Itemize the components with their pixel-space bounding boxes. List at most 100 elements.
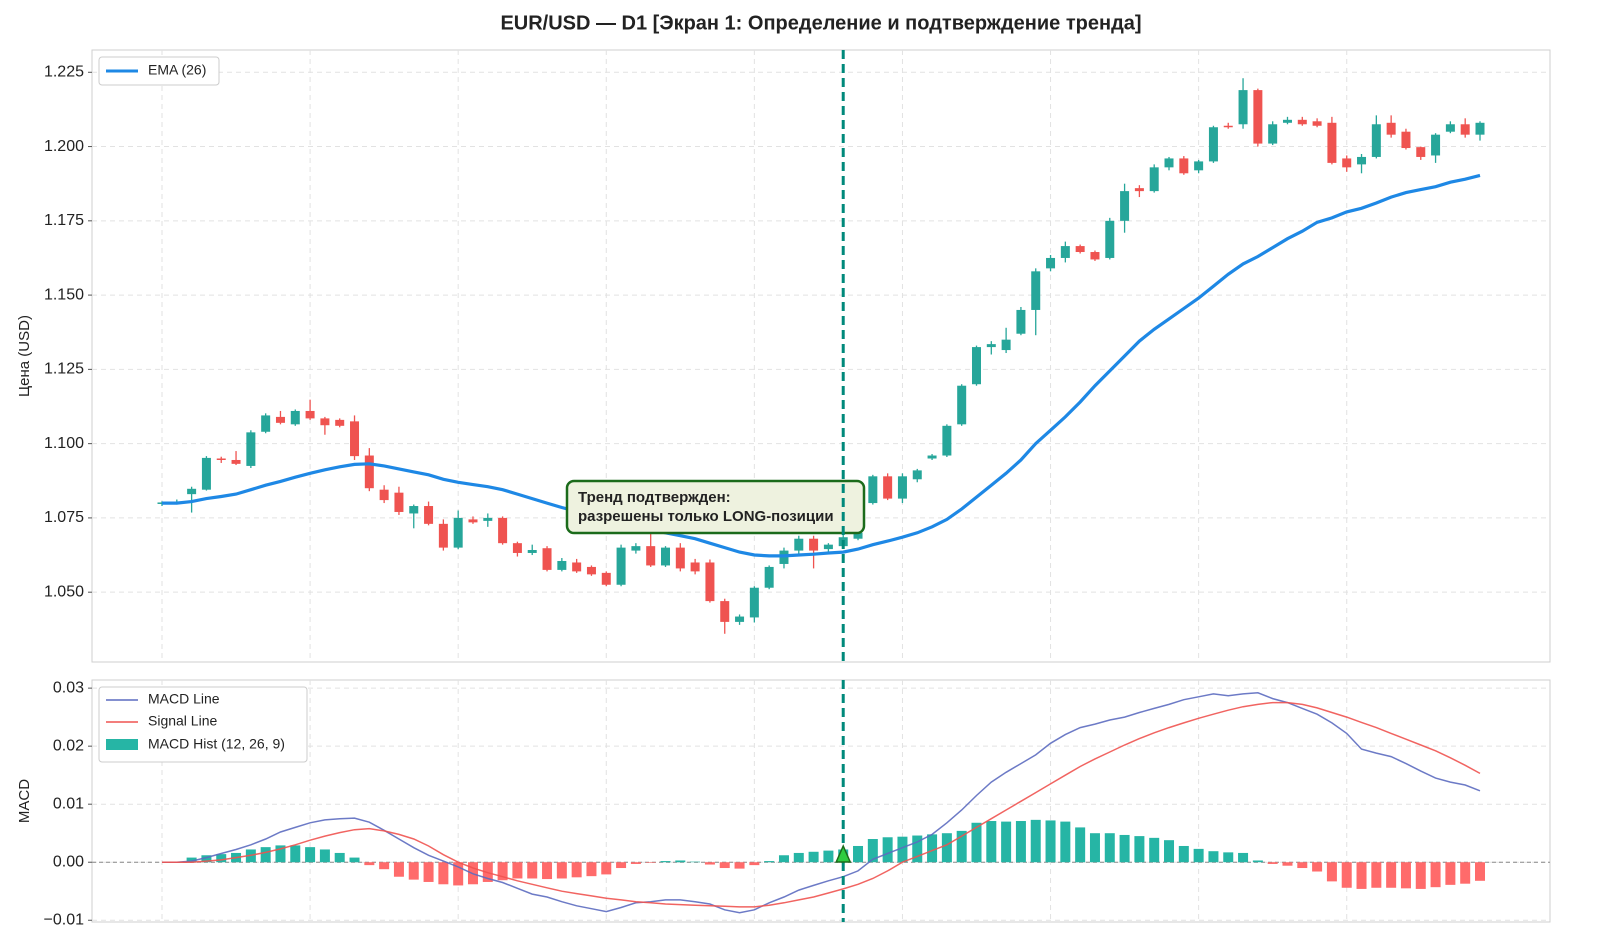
candle-body (764, 566, 774, 588)
candle-body (1460, 124, 1470, 135)
candle-body (690, 562, 700, 572)
candle-body (1431, 134, 1441, 156)
candle-body (1149, 167, 1159, 192)
histogram-bar (1104, 833, 1115, 863)
histogram-bar (1445, 862, 1456, 885)
candle-body (853, 532, 863, 539)
histogram-bar (601, 862, 612, 875)
y-tick-label: 1.100 (44, 435, 84, 452)
candle-body (868, 476, 878, 504)
candle-body (616, 547, 626, 585)
macd-series-line (162, 692, 1481, 914)
histogram-bar (260, 847, 271, 863)
candle-body (675, 547, 685, 569)
histogram-bar (897, 836, 908, 863)
histogram-bar (1252, 860, 1263, 863)
histogram-bar (1015, 821, 1026, 863)
candle-body (912, 470, 922, 480)
histogram-bar (1297, 862, 1308, 869)
histogram-bar (1089, 833, 1100, 863)
histogram-bar (349, 857, 360, 863)
histogram-bar (1223, 852, 1234, 863)
histogram-bar (1208, 851, 1219, 863)
histogram-bar (927, 834, 938, 863)
candle-body (1401, 131, 1411, 149)
candle-body (1120, 191, 1130, 221)
candle-body (379, 489, 389, 501)
histogram-bar (364, 862, 375, 866)
candle-body (749, 587, 759, 618)
candle-body (1223, 125, 1233, 128)
candle-body (586, 566, 596, 575)
legend-box (98, 56, 220, 86)
candle-body (1090, 252, 1100, 260)
candle-body (1105, 220, 1115, 258)
candle-body (661, 547, 671, 566)
legend-box (98, 686, 308, 763)
candle-body (1253, 90, 1263, 144)
histogram-bar (912, 835, 923, 863)
candle-body (1475, 122, 1485, 135)
ema-line (162, 173, 1481, 558)
histogram-bar (542, 862, 553, 880)
candle-body (809, 538, 819, 551)
candle-body (1194, 161, 1204, 171)
candle-body (957, 385, 967, 425)
y-tick-label: 0.00 (53, 853, 84, 870)
histogram-bar (986, 821, 997, 863)
candle-body (1357, 156, 1367, 165)
histogram-bar (319, 849, 330, 863)
candle-body (572, 562, 582, 572)
histogram-bar (497, 862, 508, 881)
candle-body (1416, 147, 1426, 157)
candle-body (1282, 119, 1292, 123)
macd-series-line (162, 701, 1481, 908)
candle-body (1297, 119, 1307, 125)
histogram-bar (660, 861, 671, 863)
y-tick-label: 0.01 (53, 795, 84, 812)
candle-body (1238, 90, 1248, 125)
plot-area (91, 49, 1551, 663)
histogram-bar (305, 847, 316, 863)
histogram-bar (1312, 862, 1323, 872)
histogram-bar (1149, 837, 1160, 863)
histogram-bar (1430, 862, 1441, 888)
candle-body (542, 548, 552, 570)
candle-body (942, 425, 952, 456)
candle-body (364, 455, 374, 489)
y-tick-label: 1.075 (44, 509, 84, 526)
candle-body (498, 517, 508, 544)
histogram-bar (1356, 862, 1367, 889)
candle-body (527, 549, 537, 553)
histogram-bar (793, 852, 804, 863)
y-tick-label: 1.200 (44, 138, 84, 155)
plot-area (91, 679, 1551, 923)
candle-body (261, 415, 271, 432)
candle-body (631, 546, 641, 551)
candle-body (290, 410, 300, 425)
candle-body (794, 538, 804, 551)
candle-body (335, 419, 345, 426)
histogram-bar (1386, 862, 1397, 888)
histogram-bar (275, 845, 286, 863)
histogram-bar (393, 862, 404, 877)
histogram-bar (1460, 862, 1471, 884)
y-axis-label: MACD (16, 779, 33, 823)
histogram-bar (201, 855, 212, 863)
annotation-box (565, 479, 866, 535)
candle-body (1327, 122, 1337, 163)
histogram-bar (1119, 834, 1130, 863)
annotation-text: Тренд подтвержден: (578, 489, 731, 506)
candle-body (720, 601, 730, 622)
candle-body (1016, 309, 1026, 334)
candle-body (1164, 158, 1174, 168)
histogram-bar (556, 862, 567, 879)
histogram-bar (690, 861, 701, 863)
candle-body (483, 517, 493, 521)
y-tick-label: 1.050 (44, 583, 84, 600)
histogram-bar (1267, 862, 1278, 864)
candle-body (897, 476, 907, 499)
candle-body (201, 457, 211, 490)
histogram-bar (616, 862, 627, 869)
histogram-bar (1045, 820, 1056, 863)
